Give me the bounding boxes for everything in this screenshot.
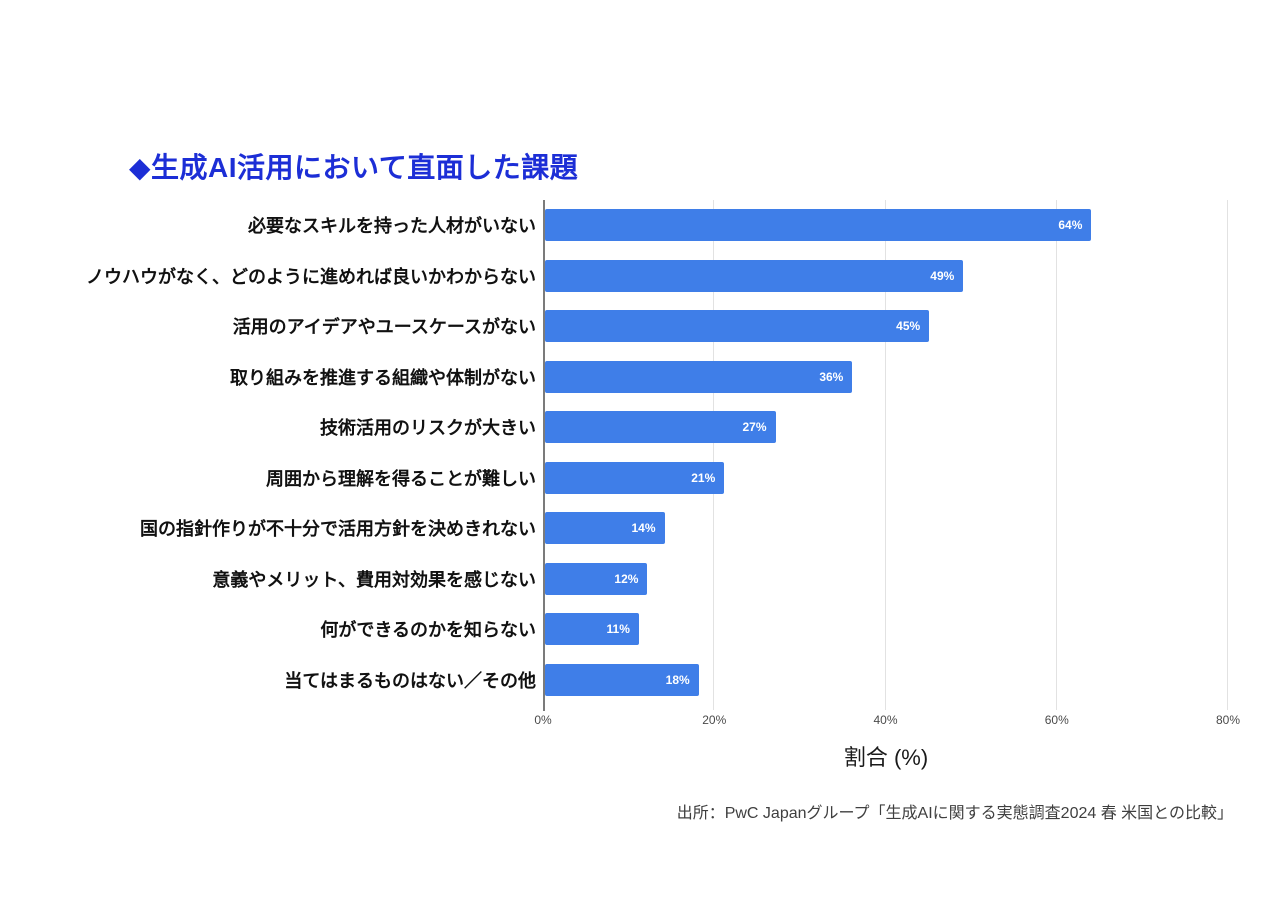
- bar-value-label: 18%: [665, 672, 690, 687]
- bar: 11%: [545, 613, 639, 646]
- bar: 27%: [545, 411, 776, 444]
- category-label: 何ができるのかを知らない: [320, 620, 536, 641]
- bar-zone: 27%: [545, 402, 1228, 453]
- x-tick-label: 20%: [702, 713, 727, 727]
- bar-row: 技術活用のリスクが大きい 27%: [85, 402, 1228, 453]
- bar-value-label: 36%: [819, 369, 844, 384]
- bar: 45%: [545, 310, 930, 343]
- x-tick-label: 40%: [873, 713, 898, 727]
- x-tick-label: 0%: [534, 713, 552, 727]
- bar: 49%: [545, 259, 964, 292]
- bar-value-label: 45%: [896, 319, 921, 334]
- category-label: 国の指針作りが不十分で活用方針を決めきれない: [140, 519, 536, 540]
- bar: 64%: [545, 209, 1092, 242]
- bar-zone: 12%: [545, 554, 1228, 605]
- grid-layer: 0% 20% 40% 60% 80%: [534, 200, 1240, 727]
- chart-title: ◆生成AI活用において直面した課題: [129, 152, 579, 183]
- bar-row: 意義やメリット、費用対効果を感じない 12%: [85, 554, 1228, 605]
- category-label: ノウハウがなく、どのように進めれば良いかわからない: [86, 266, 536, 287]
- category-label: 必要なスキルを持った人材がいない: [248, 216, 536, 237]
- bar-row: 必要なスキルを持った人材がいない 64%: [85, 200, 1228, 251]
- bar-value-label: 14%: [631, 521, 656, 536]
- bar-zone: 36%: [545, 352, 1228, 403]
- bar-zone: 11%: [545, 604, 1228, 655]
- y-axis-line: [543, 200, 545, 711]
- category-label: 技術活用のリスクが大きい: [320, 418, 536, 439]
- bar: 12%: [545, 562, 648, 595]
- bar: 36%: [545, 360, 853, 393]
- bar-row: 取り組みを推進する組織や体制がない 36%: [85, 352, 1228, 403]
- x-tick-label: 60%: [1044, 713, 1069, 727]
- bar-zone: 45%: [545, 301, 1228, 352]
- bar-value-label: 27%: [742, 420, 767, 435]
- x-axis-label: 割合 (%): [843, 745, 929, 770]
- bar-zone: 21%: [545, 453, 1228, 504]
- bar-row: 当てはまるものはない／その他 18%: [85, 655, 1228, 706]
- bar: 14%: [545, 512, 665, 545]
- bar: 21%: [545, 461, 725, 494]
- bar-row: 活用のアイデアやユースケースがない 45%: [85, 301, 1228, 352]
- bar-zone: 49%: [545, 251, 1228, 302]
- gridline: [1055, 200, 1057, 710]
- category-label: 当てはまるものはない／その他: [284, 670, 536, 691]
- bar-value-label: 12%: [614, 571, 639, 586]
- bar-value-label: 64%: [1058, 218, 1083, 233]
- bar-value-label: 49%: [930, 268, 955, 283]
- x-tick-label: 80%: [1215, 713, 1241, 727]
- bar-zone: 14%: [545, 503, 1228, 554]
- bar-row: ノウハウがなく、どのように進めれば良いかわからない 49%: [85, 251, 1228, 302]
- gridline: [884, 200, 886, 710]
- source-note: 出所：PwC Japanグループ「生成AIに関する実態調査2024 春 米国との…: [676, 805, 1233, 822]
- gridline: [1227, 200, 1228, 710]
- bar-value-label: 11%: [606, 622, 630, 637]
- bar-row: 何ができるのかを知らない 11%: [85, 604, 1228, 655]
- bar-row: 周囲から理解を得ることが難しい 21%: [85, 453, 1228, 504]
- category-label: 取り組みを推進する組織や体制がない: [230, 367, 536, 388]
- bar: 18%: [545, 663, 699, 696]
- bar-value-label: 21%: [691, 470, 716, 485]
- category-label: 意義やメリット、費用対効果を感じない: [212, 569, 536, 590]
- category-label: 活用のアイデアやユースケースがない: [232, 317, 536, 338]
- bar-zone: 18%: [545, 655, 1228, 706]
- bar-zone: 64%: [545, 200, 1228, 251]
- category-label: 周囲から理解を得ることが難しい: [266, 468, 536, 489]
- gridline: [713, 200, 715, 710]
- rows-layer: 必要なスキルを持った人材がいない 64% ノウハウがなく、どのように進めれば良いかわ…: [85, 200, 1228, 705]
- bar-row: 国の指針作りが不十分で活用方針を決めきれない 14%: [85, 503, 1228, 554]
